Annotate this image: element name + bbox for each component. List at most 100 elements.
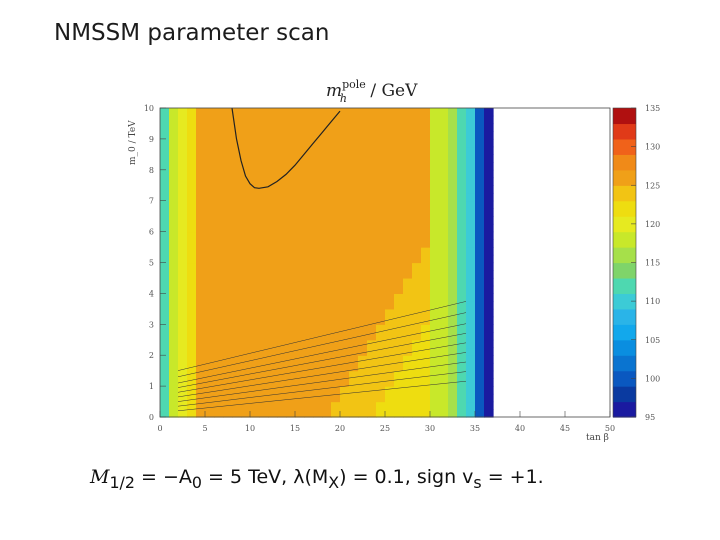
heatmap-cell [169, 146, 179, 155]
heatmap-cell [160, 324, 170, 333]
heatmap-cell [394, 308, 404, 318]
heatmap-cell [223, 192, 233, 202]
heatmap-cell [196, 277, 206, 287]
heatmap-cell [367, 347, 377, 356]
heatmap-cell [250, 192, 260, 202]
heatmap-cell [394, 378, 404, 387]
colorbar-segment [613, 277, 636, 294]
heatmap-cell [322, 177, 332, 186]
heatmap-cell [376, 231, 386, 240]
heatmap-cell [160, 131, 170, 140]
heatmap-cell [322, 301, 332, 310]
heatmap-cell [223, 200, 233, 210]
heatmap-cell [403, 138, 413, 148]
heatmap-cell [277, 393, 287, 403]
heatmap-cell [205, 247, 215, 256]
heatmap-cell [196, 123, 206, 132]
heatmap-cell [349, 154, 359, 163]
heatmap-cell [466, 146, 476, 155]
heatmap-cell [313, 362, 323, 372]
heatmap-cell [250, 169, 260, 179]
heatmap-cell [160, 308, 170, 318]
heatmap-cell [223, 301, 233, 310]
heatmap-cell [169, 378, 179, 387]
heatmap-cell [241, 162, 251, 171]
heatmap-cell [376, 254, 386, 264]
colorbar-segment [613, 200, 636, 217]
heatmap-cell [268, 131, 278, 140]
heatmap-cell [214, 254, 224, 264]
heatmap-cell [367, 393, 377, 403]
heatmap-cell [277, 146, 287, 155]
heatmap-cell [475, 324, 485, 333]
heatmap-cell [430, 200, 440, 210]
heatmap-cell [241, 200, 251, 210]
heatmap-cell [196, 378, 206, 387]
heatmap-cell [286, 262, 296, 271]
heatmap-cell [214, 138, 224, 148]
heatmap-cell [259, 270, 269, 279]
heatmap-cell [439, 347, 449, 356]
heatmap-cell [394, 115, 404, 125]
heatmap-cell [214, 378, 224, 387]
heatmap-cell [340, 301, 350, 310]
heatmap-cell [439, 332, 449, 341]
heatmap-cell [286, 123, 296, 132]
heatmap-cell [232, 347, 242, 356]
x-tick-label: 15 [290, 424, 300, 433]
heatmap-cell [232, 169, 242, 179]
heatmap-cell [268, 162, 278, 171]
colorbar-segment [613, 108, 636, 125]
heatmap-cell [232, 200, 242, 210]
heatmap-cell [484, 262, 494, 271]
formula-vs-sub: s [473, 472, 482, 492]
heatmap-cell [466, 216, 476, 225]
heatmap-cell [259, 254, 269, 264]
heatmap-cell [169, 262, 179, 271]
heatmap-cell [187, 162, 197, 171]
heatmap-cell [331, 231, 341, 240]
heatmap-cell [448, 177, 458, 186]
heatmap-cell [277, 347, 287, 356]
heatmap-cell [214, 123, 224, 132]
heatmap-cell [178, 231, 188, 240]
heatmap-cell [376, 138, 386, 148]
heatmap-cell [421, 308, 431, 318]
heatmap-cell [286, 192, 296, 202]
heatmap-cell [331, 386, 341, 395]
heatmap-cell [286, 208, 296, 217]
heatmap-cell [313, 169, 323, 179]
heatmap-cell [349, 216, 359, 225]
heatmap-cell [421, 169, 431, 179]
heatmap-cell [349, 123, 359, 132]
heatmap-cell [232, 270, 242, 279]
heatmap-cell [430, 185, 440, 194]
heatmap-cell [277, 262, 287, 271]
heatmap-cell [268, 262, 278, 271]
heatmap-cell [178, 293, 188, 302]
heatmap-cell [223, 162, 233, 171]
heatmap-cell [232, 231, 242, 240]
heatmap-cell [250, 162, 260, 171]
heatmap-cell [340, 131, 350, 140]
heatmap-cell [331, 154, 341, 163]
heatmap-cell [367, 332, 377, 341]
heatmap-cell [160, 339, 170, 349]
heatmap-cell [268, 362, 278, 372]
heatmap-cell [286, 115, 296, 125]
heatmap-cell [457, 223, 467, 233]
heatmap-cell [358, 386, 368, 395]
heatmap-cell [268, 277, 278, 287]
y-tick-label: 3 [149, 320, 154, 329]
heatmap-cell [367, 123, 377, 132]
heatmap-cell [340, 293, 350, 302]
heatmap-cell [376, 154, 386, 163]
heatmap-cell [313, 332, 323, 341]
heatmap-cell [187, 339, 197, 349]
heatmap-cell [223, 239, 233, 248]
heatmap-cell [457, 401, 467, 410]
heatmap-cell [376, 277, 386, 287]
heatmap-cell [295, 393, 305, 403]
heatmap-cell [385, 169, 395, 179]
heatmap-cell [421, 123, 431, 132]
